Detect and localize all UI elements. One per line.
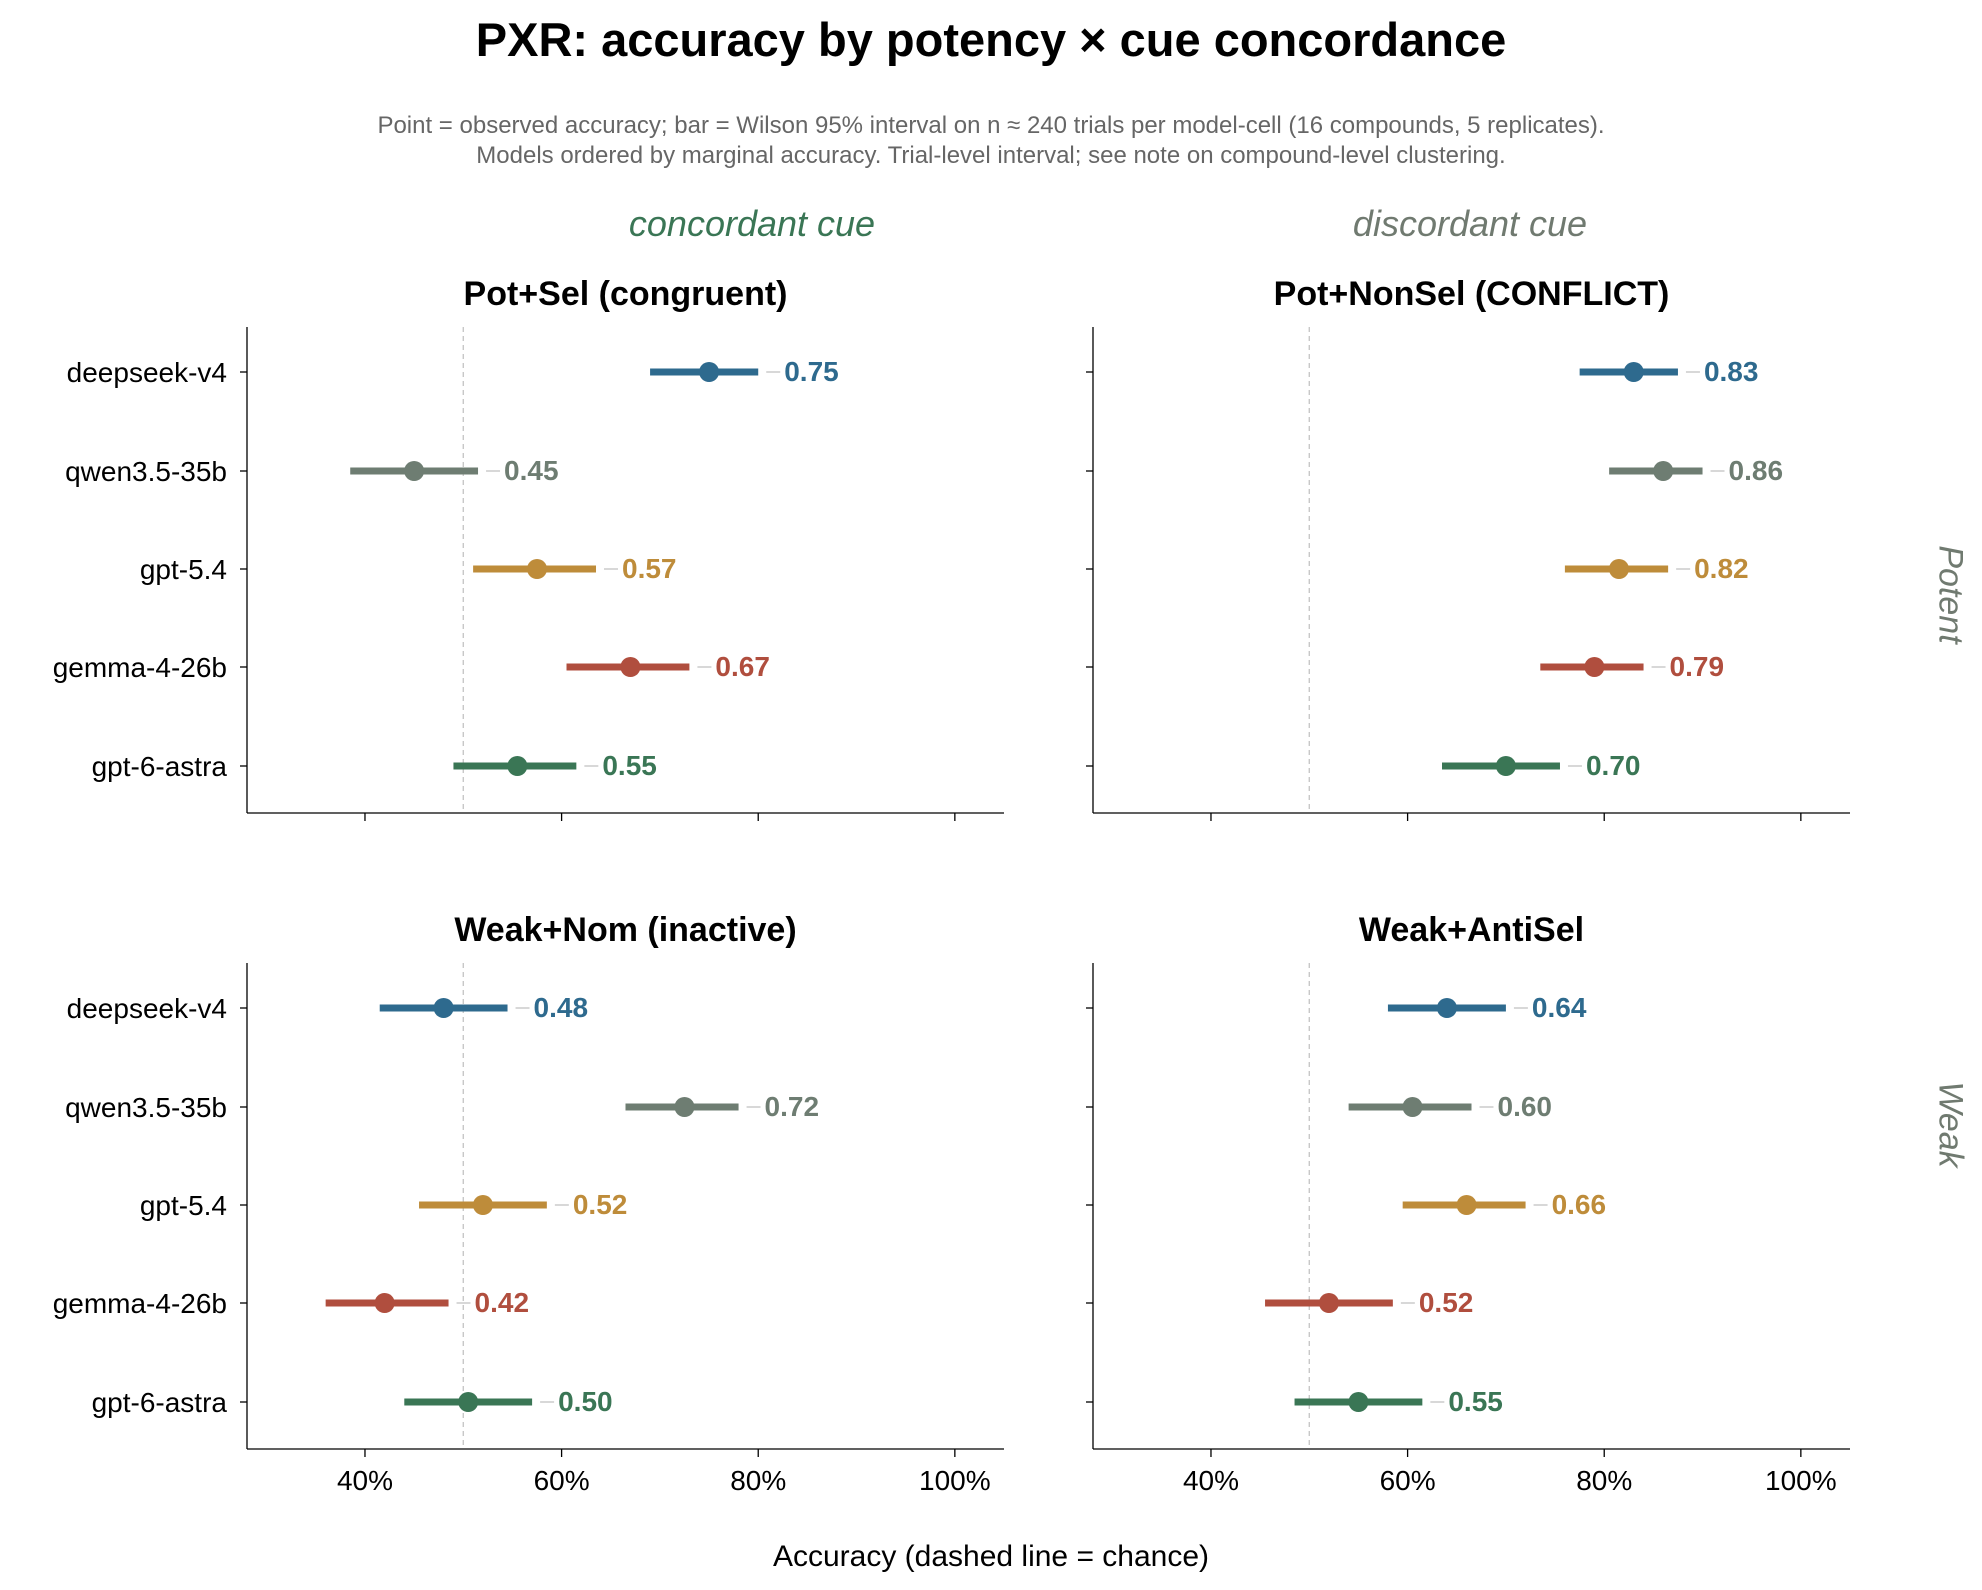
y-tick-label: gpt-5.4 <box>140 554 227 585</box>
value-label: 0.45 <box>504 455 559 486</box>
accuracy-point <box>1584 657 1605 677</box>
y-tick-label: gpt-5.4 <box>140 1190 227 1221</box>
x-tick-label: 80% <box>730 1465 786 1496</box>
value-label: 0.72 <box>765 1091 820 1122</box>
value-label: 0.67 <box>715 651 770 682</box>
accuracy-point <box>699 362 720 382</box>
y-tick-label: deepseek-v4 <box>67 993 227 1024</box>
accuracy-point <box>1608 559 1629 579</box>
y-tick-label: gemma-4-26b <box>53 1288 227 1319</box>
value-label: 0.48 <box>534 992 589 1023</box>
accuracy-point <box>620 657 641 677</box>
y-tick-label: gpt-6-astra <box>92 1387 228 1418</box>
value-label: 0.42 <box>475 1287 529 1318</box>
panel-4: Weak+AntiSel 40% 60% 80% 100% 0.64 0.60 0.66 0.5… <box>1086 911 1850 1496</box>
y-tick-label: gemma-4-26b <box>53 652 227 683</box>
panel-title: Weak+Nom (inactive) <box>454 911 796 949</box>
panel-2: Pot+NonSel (CONFLICT) 0.83 0.86 0.82 0.79 0.7… <box>1086 275 1850 821</box>
chart-title: PXR: accuracy by potency × cue concordan… <box>475 13 1507 66</box>
accuracy-point <box>1348 1392 1369 1412</box>
value-label: 0.86 <box>1729 455 1784 486</box>
x-tick-label: 40% <box>1183 1465 1239 1496</box>
x-axis-label: Accuracy (dashed line = chance) <box>772 1540 1210 1573</box>
x-tick-label: 100% <box>919 1465 991 1496</box>
value-label: 0.83 <box>1704 356 1759 387</box>
value-label: 0.60 <box>1498 1091 1553 1122</box>
accuracy-point <box>1402 1097 1423 1117</box>
accuracy-point <box>1653 461 1674 481</box>
accuracy-point <box>527 559 548 579</box>
accuracy-point <box>1623 362 1644 382</box>
value-label: 0.52 <box>1419 1287 1474 1318</box>
value-label: 0.66 <box>1552 1189 1607 1220</box>
accuracy-point <box>1436 998 1457 1018</box>
chart-subtitle-line-1: Point = observed accuracy; bar = Wilson … <box>377 112 1605 139</box>
column-header-discordant: discordant cue <box>1352 203 1588 244</box>
value-label: 0.57 <box>622 553 677 584</box>
panel-title: Pot+Sel (congruent) <box>464 275 788 313</box>
accuracy-point <box>404 461 425 481</box>
accuracy-point <box>1318 1293 1339 1313</box>
value-label: 0.64 <box>1532 992 1587 1023</box>
y-tick-label: qwen3.5-35b <box>65 456 227 487</box>
accuracy-point <box>1456 1195 1477 1215</box>
y-tick-label: deepseek-v4 <box>67 357 227 388</box>
value-label: 0.55 <box>602 750 657 781</box>
accuracy-point <box>433 998 454 1018</box>
accuracy-point <box>674 1097 695 1117</box>
value-label: 0.55 <box>1448 1386 1503 1417</box>
value-label: 0.82 <box>1694 553 1749 584</box>
panel-title: Weak+AntiSel <box>1359 911 1584 949</box>
value-label: 0.70 <box>1586 750 1641 781</box>
panel-3: Weak+Nom (inactive) 40% 60% 80% 100% deepseek… <box>53 911 1004 1496</box>
y-tick-label: gpt-6-astra <box>92 751 228 782</box>
accuracy-point <box>374 1293 395 1313</box>
accuracy-point <box>507 756 528 776</box>
value-label: 0.52 <box>573 1189 628 1220</box>
value-label: 0.50 <box>558 1386 613 1417</box>
panel-1: Pot+Sel (congruent) deepseek-v4 0.75 qwen3.… <box>53 275 1004 821</box>
chart-subtitle-line-2: Models ordered by marginal accuracy. Tri… <box>476 142 1506 169</box>
column-header-concordant: concordant cue <box>628 203 876 244</box>
x-tick-label: 60% <box>1380 1465 1436 1496</box>
accuracy-point <box>1495 756 1516 776</box>
y-tick-label: qwen3.5-35b <box>65 1092 227 1123</box>
panel-title: Pot+NonSel (CONFLICT) <box>1274 275 1670 313</box>
value-label: 0.75 <box>784 356 839 387</box>
accuracy-point <box>458 1392 479 1412</box>
value-label: 0.79 <box>1670 651 1725 682</box>
x-tick-label: 60% <box>534 1465 590 1496</box>
accuracy-point <box>472 1195 493 1215</box>
x-tick-label: 40% <box>337 1465 393 1496</box>
x-tick-label: 100% <box>1765 1465 1837 1496</box>
x-tick-label: 80% <box>1576 1465 1632 1496</box>
